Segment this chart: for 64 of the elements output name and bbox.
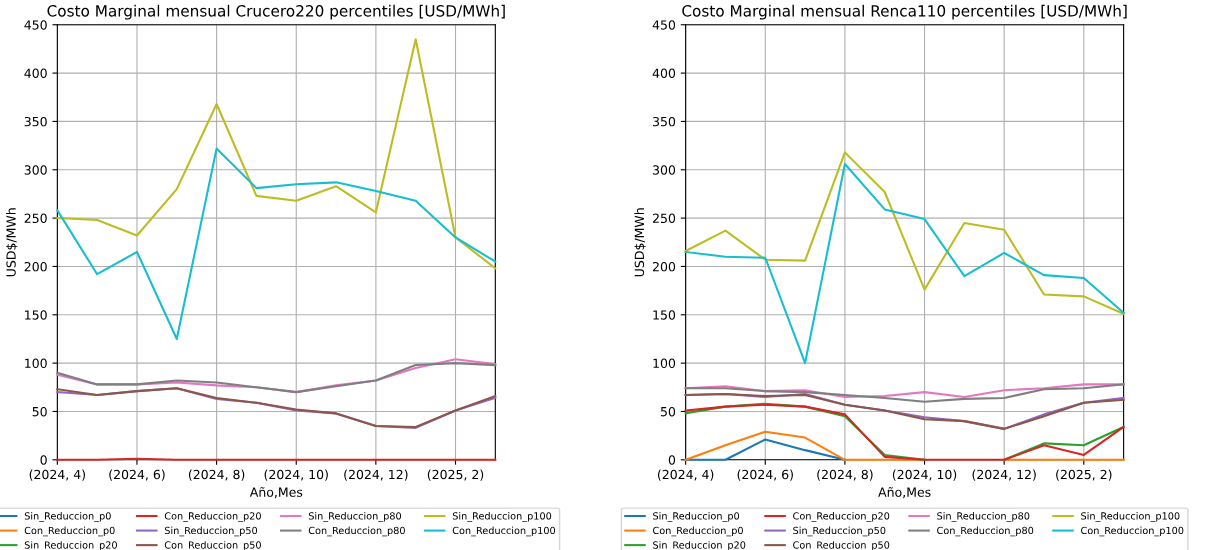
legend-label: Sin_Reduccion_p20 [653, 541, 746, 550]
legend-label: Sin_Reduccion_p0 [653, 512, 740, 522]
chart-title: Costo Marginal mensual Renca110 percentiles [USD/MWh] [682, 4, 1127, 20]
chart-title: Costo Marginal mensual Crucero220 percentiles [USD/MWh] [47, 4, 505, 20]
x-tick-label: (2025, 2) [1056, 469, 1112, 481]
y-tick-label: 250 [652, 213, 676, 224]
legend-label: Sin_Reduccion_p50 [793, 526, 886, 537]
y-tick-label: 150 [25, 310, 47, 320]
legend-label: Con_Reduccion_p80 [937, 526, 1034, 537]
y-tick-label: 400 [652, 68, 676, 79]
line-series [684, 162, 1125, 365]
line-series [684, 383, 1125, 403]
x-tick-label: (2024, 12) [344, 469, 408, 481]
legend-label: Sin_Reduccion_p100 [1081, 512, 1180, 522]
x-tick-label: (2024, 4) [657, 469, 714, 481]
x-tick-label: (2025, 2) [427, 469, 484, 481]
x-tick-label: (2024, 10) [892, 469, 957, 481]
legend-label: Con_Reduccion_p0 [24, 526, 115, 537]
y-tick-label: 250 [24, 213, 47, 224]
y-tick-label: 200 [24, 261, 47, 272]
x-tick-label: (2024, 8) [817, 469, 873, 481]
y-tick-label: 450 [24, 20, 47, 30]
y-tick-label: 100 [653, 358, 676, 369]
legend-label: Sin_Reduccion_p80 [937, 512, 1030, 522]
legend-label: Con_Reduccion_p50 [793, 541, 890, 550]
y-tick-label: 50 [660, 406, 676, 417]
x-tick-label: (2024, 6) [109, 469, 165, 481]
legend-label: Sin_Reduccion_p100 [452, 512, 552, 522]
x-axis-title: Año,Mes [249, 486, 303, 499]
line-series [684, 393, 1125, 430]
y-tick-label: 100 [25, 358, 47, 369]
x-tick-label: (2024, 6) [737, 469, 793, 481]
legend-label: Sin_Reduccion_p80 [308, 512, 402, 522]
x-tick-label: (2024, 4) [29, 469, 85, 481]
legend-label: Con_Reduccion_p100 [452, 526, 556, 537]
y-tick-label: 50 [32, 406, 47, 417]
x-axis-title: Año,Mes [878, 486, 931, 499]
y-tick-label: 0 [668, 455, 676, 465]
y-tick-label: 0 [40, 455, 47, 465]
x-tick-label: (2024, 10) [264, 469, 328, 481]
legend-label: Con_Reduccion_p50 [164, 541, 261, 550]
legend-label: Sin_Reduccion_p0 [24, 512, 111, 522]
legend-label: Sin_Reduccion_p20 [24, 541, 117, 550]
line-series [684, 151, 1125, 315]
line-series [56, 38, 497, 270]
y-tick-label: 350 [24, 116, 47, 127]
y-tick-label: 300 [653, 165, 676, 175]
legend-label: Sin_Reduccion_p50 [164, 526, 258, 537]
y-axis-title: USD$/MWh [634, 208, 646, 277]
legend-label: Con_Reduccion_p0 [653, 526, 743, 537]
y-axis-title: USD$/MWh [6, 208, 18, 277]
x-tick-label: (2024, 8) [188, 469, 245, 481]
y-tick-label: 200 [652, 261, 676, 272]
y-tick-label: 400 [24, 68, 47, 79]
y-tick-label: 150 [653, 310, 676, 320]
y-tick-label: 350 [653, 116, 676, 127]
legend-label: Con_Reduccion_p20 [793, 512, 890, 522]
y-tick-label: 300 [24, 165, 47, 175]
legend-label: Con_Reduccion_p100 [1081, 526, 1184, 537]
y-tick-label: 450 [652, 20, 676, 30]
x-tick-label: (2024, 12) [972, 469, 1036, 481]
line-series [56, 147, 497, 340]
legend-label: Con_Reduccion_p80 [308, 526, 405, 537]
legend-label: Con_Reduccion_p20 [164, 512, 261, 522]
